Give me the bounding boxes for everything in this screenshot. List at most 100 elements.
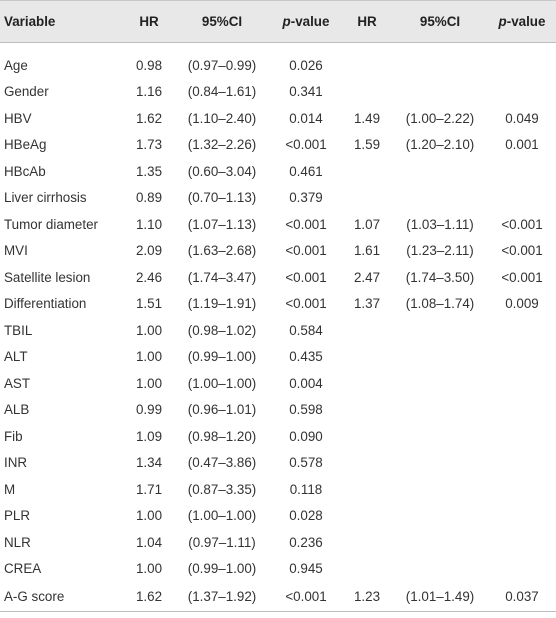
- cell-ci-univariate: (0.99–1.00): [187, 349, 257, 365]
- cell-hr-univariate: 2.46: [135, 269, 163, 285]
- cell-hr-univariate: 1.00: [135, 349, 163, 365]
- cell-hr-multivariate: [342, 397, 392, 424]
- table-row: Gender 1.16 (0.84–1.61) 0.341: [0, 79, 556, 106]
- cell-p-value-multivariate: [488, 185, 556, 212]
- cell-hr-multivariate: [342, 158, 392, 185]
- cell-ci-multivariate: [392, 450, 488, 477]
- cell-variable: Tumor diameter: [4, 216, 99, 232]
- cell-p-value-multivariate: <0.001: [501, 216, 543, 232]
- cell-hr-multivariate: [342, 503, 392, 530]
- cell-hr-multivariate: [342, 344, 392, 371]
- cell-variable: NLR: [4, 534, 31, 550]
- table-row: Tumor diameter 1.10 (1.07–1.13) <0.001 1.07 (…: [0, 211, 556, 238]
- cell-p-value-multivariate: [488, 476, 556, 503]
- cell-ci-multivariate: [392, 370, 488, 397]
- cell-ci-univariate: (0.97–1.11): [188, 534, 256, 550]
- cell-ci-multivariate: [392, 79, 488, 106]
- cell-hr-multivariate: [342, 476, 392, 503]
- cell-p-value-multivariate: [488, 556, 556, 583]
- cell-ci-univariate: (1.37–1.92): [187, 588, 257, 604]
- cell-hr-univariate: 1.16: [135, 84, 163, 100]
- cell-p-value-multivariate: [488, 397, 556, 424]
- cell-hr-multivariate: 1.37: [353, 296, 381, 312]
- cell-hr-multivariate: [342, 43, 392, 79]
- cell-p-value-multivariate: 0.001: [505, 137, 539, 153]
- table-row: HBV 1.62 (1.10–2.40) 0.014 1.49 (1.00–2.22) 0.…: [0, 105, 556, 132]
- cell-p-value-univariate: 0.236: [289, 534, 323, 550]
- cell-ci-multivariate: (1.01–1.49): [405, 588, 475, 604]
- cell-p-value-univariate: 0.945: [289, 561, 323, 577]
- cell-ci-univariate: (1.74–3.47): [187, 269, 257, 285]
- cell-variable: PLR: [4, 508, 31, 524]
- cell-p-value-univariate: 0.584: [289, 322, 323, 338]
- header-hr-univariate: HR: [139, 14, 159, 29]
- table-row: M 1.71 (0.87–3.35) 0.118: [0, 476, 556, 503]
- cell-ci-univariate: (0.98–1.20): [187, 428, 257, 444]
- cell-hr-univariate: 1.73: [135, 137, 163, 153]
- cell-hr-multivariate: 1.23: [353, 588, 381, 604]
- cell-ci-univariate: (0.70–1.13): [187, 190, 257, 206]
- table-row: ALB 0.99 (0.96–1.01) 0.598: [0, 397, 556, 424]
- cell-ci-univariate: (0.98–1.02): [187, 322, 257, 338]
- cell-variable: HBeAg: [4, 137, 47, 153]
- cell-hr-univariate: 1.51: [135, 296, 163, 312]
- table-row: HBeAg 1.73 (1.32–2.26) <0.001 1.59 (1.20–2.10…: [0, 132, 556, 159]
- cell-p-value-univariate: <0.001: [285, 588, 327, 604]
- cell-ci-multivariate: [392, 503, 488, 530]
- cell-ci-univariate: (0.47–3.86): [187, 455, 257, 471]
- cell-ci-multivariate: [392, 344, 488, 371]
- cell-ci-multivariate: [392, 185, 488, 212]
- cell-ci-multivariate: (1.74–3.50): [405, 269, 475, 285]
- cell-p-value-multivariate: [488, 450, 556, 477]
- cell-hr-univariate: 1.04: [135, 534, 163, 550]
- cell-ci-multivariate: [392, 317, 488, 344]
- cell-ci-multivariate: (1.00–2.22): [405, 110, 475, 126]
- cell-p-value-univariate: 0.598: [289, 402, 323, 418]
- cell-variable: ALB: [4, 402, 30, 418]
- cell-variable: AST: [4, 375, 31, 391]
- cell-p-value-multivariate: [488, 529, 556, 556]
- cell-hr-univariate: 1.71: [135, 481, 163, 497]
- header-p-suffix: -value: [290, 14, 330, 29]
- cell-p-value-multivariate: 0.009: [505, 296, 539, 312]
- cell-p-value-univariate: <0.001: [285, 216, 327, 232]
- cell-ci-univariate: (1.63–2.68): [187, 243, 257, 259]
- cell-hr-univariate: 1.00: [135, 322, 163, 338]
- cell-ci-multivariate: (1.20–2.10): [405, 137, 475, 153]
- cell-variable: Age: [4, 58, 28, 74]
- cell-p-value-univariate: 0.341: [289, 84, 323, 100]
- cell-p-value-univariate: 0.004: [289, 375, 323, 391]
- table-row: A-G score 1.62 (1.37–1.92) <0.001 1.23 (1.01–…: [0, 582, 556, 611]
- cell-hr-multivariate: [342, 317, 392, 344]
- cell-ci-univariate: (0.87–3.35): [187, 481, 257, 497]
- table-row: Age 0.98 (0.97–0.99) 0.026: [0, 43, 556, 79]
- cell-hr-univariate: 1.09: [135, 428, 163, 444]
- cell-p-value-multivariate: [488, 317, 556, 344]
- cell-ci-univariate: (1.00–1.00): [187, 375, 257, 391]
- cell-ci-multivariate: [392, 397, 488, 424]
- cell-ci-multivariate: (1.03–1.11): [406, 216, 474, 232]
- cell-p-value-multivariate: [488, 158, 556, 185]
- cell-ci-univariate: (1.19–1.91): [187, 296, 257, 312]
- header-ci-univariate: 95%CI: [201, 14, 243, 29]
- cell-variable: M: [4, 481, 16, 497]
- cell-ci-univariate: (0.84–1.61): [187, 84, 257, 100]
- cell-variable: MVI: [4, 243, 28, 259]
- header-p-value-univariate: p-value: [270, 1, 342, 43]
- cell-ci-multivariate: [392, 158, 488, 185]
- cell-hr-univariate: 1.00: [135, 508, 163, 524]
- cell-hr-multivariate: [342, 556, 392, 583]
- table-row: TBIL 1.00 (0.98–1.02) 0.584: [0, 317, 556, 344]
- cell-p-value-univariate: 0.379: [289, 190, 323, 206]
- header-hr-multivariate: HR: [357, 14, 377, 29]
- cell-p-value-multivariate: [488, 423, 556, 450]
- cell-p-value-univariate: <0.001: [285, 137, 327, 153]
- cell-variable: Gender: [4, 84, 49, 100]
- cell-variable: HBV: [4, 110, 32, 126]
- cell-hr-multivariate: [342, 79, 392, 106]
- cell-hr-univariate: 0.99: [135, 402, 163, 418]
- cell-p-value-multivariate: 0.037: [505, 588, 539, 604]
- cell-ci-multivariate: (1.23–2.11): [406, 243, 474, 259]
- table-row: ALT 1.00 (0.99–1.00) 0.435: [0, 344, 556, 371]
